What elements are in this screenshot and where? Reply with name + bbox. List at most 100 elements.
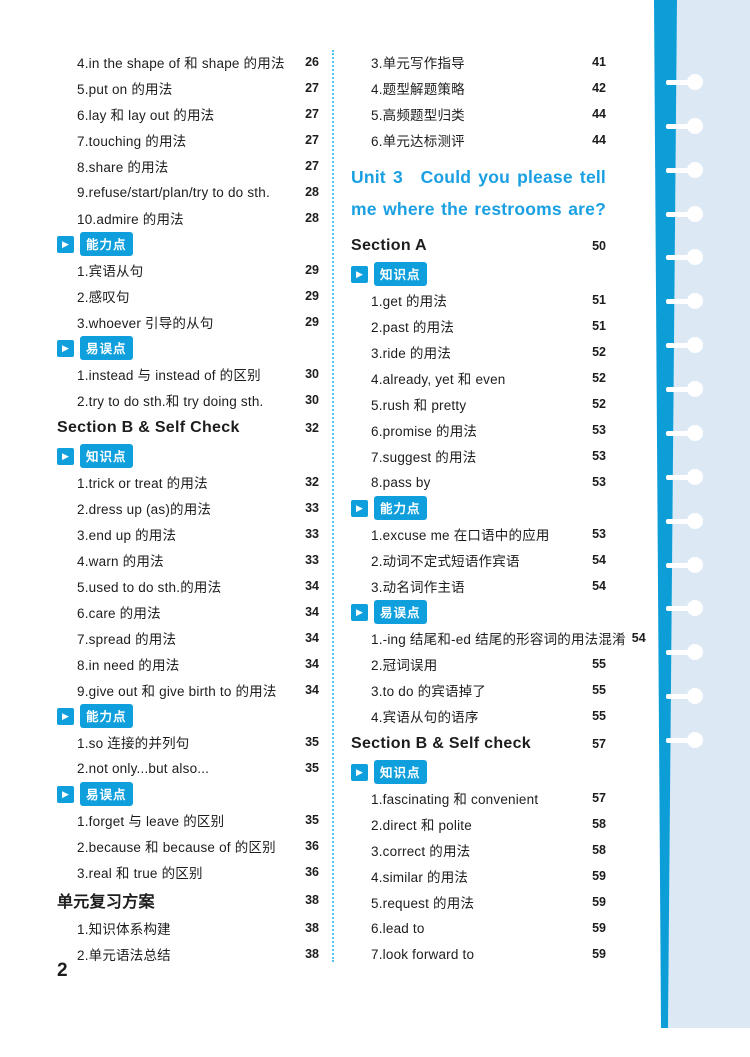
category-badge: ▶ 知识点 [351, 759, 606, 785]
toc-item: 2.try to do sth.和 try doing sth. 30 [57, 387, 319, 413]
toc-page-number: 30 [305, 367, 319, 381]
binder-pin-icon [666, 293, 710, 310]
toc-item-label: 4.similar 的用法 [371, 870, 469, 885]
binder-pin-icon [666, 512, 710, 529]
binder-pin-stem [666, 518, 690, 524]
toc-item: 2.感叹句 29 [57, 283, 319, 309]
toc-page-number: 28 [305, 211, 319, 225]
badge-label: 能力点 [80, 704, 133, 728]
play-arrow-icon: ▶ [57, 447, 74, 465]
binder-pin-stem [666, 255, 690, 261]
toc-page-number: 54 [592, 579, 606, 593]
toc-item: 1.-ing 结尾和-ed 结尾的形容词的用法混淆 54 [351, 625, 646, 651]
binder-pin-stem [666, 343, 690, 349]
folio-page-number: 2 [57, 960, 68, 981]
binder-pin-head [687, 644, 703, 661]
binder-pin-icon [666, 600, 710, 617]
toc-item: 2.动词不定式短语作宾语 54 [351, 547, 606, 573]
badge-label: 易误点 [80, 336, 133, 360]
toc-page-number: 58 [592, 843, 606, 857]
toc-item-label: 3.real 和 true 的区别 [77, 866, 203, 881]
toc-page-number: 51 [592, 319, 606, 333]
play-arrow-icon: ▶ [351, 499, 368, 517]
toc-item-label: 2.感叹句 [77, 290, 130, 305]
toc-page-number: 50 [592, 239, 606, 253]
toc-item-label: 2.direct 和 polite [371, 818, 472, 833]
toc-item-label: 7.touching 的用法 [77, 134, 187, 149]
toc-item: 9.give out 和 give birth to 的用法 34 [57, 677, 319, 703]
binder-pin-stem [666, 562, 690, 568]
toc-item-label: 2.try to do sth.和 try doing sth. [77, 394, 264, 409]
category-badge: ▶ 能力点 [57, 703, 319, 729]
toc-item-label: 1.fascinating 和 convenient [371, 792, 539, 807]
toc-page-number: 44 [592, 133, 606, 147]
toc-page-number: 35 [305, 761, 319, 775]
toc-item-label: 5.used to do sth.的用法 [77, 580, 222, 595]
toc-item-label: 2.动词不定式短语作宾语 [371, 554, 520, 569]
binder-pin-head [687, 556, 703, 573]
toc-page-number: 33 [305, 501, 319, 515]
section-header-label: Section B & Self check [351, 735, 531, 752]
toc-item-label: 6.lay 和 lay out 的用法 [77, 108, 215, 123]
toc-item-label: 8.in need 的用法 [77, 658, 180, 673]
binder-pin-icon [666, 337, 710, 354]
toc-column-left: 4.in the shape of 和 shape 的用法 26 5.put on … [57, 49, 319, 967]
toc-page-number: 27 [305, 133, 319, 147]
toc-item: 2.not only...but also... 35 [57, 755, 319, 781]
toc-item-label: 2.past 的用法 [371, 320, 455, 335]
category-badge: ▶ 知识点 [351, 261, 606, 287]
binder-pin-icon [666, 205, 710, 222]
toc-page-number: 55 [592, 709, 606, 723]
toc-item-label: 1.get 的用法 [371, 294, 448, 309]
section-header: Section A 50 [351, 231, 606, 261]
badge-label: 能力点 [80, 232, 133, 256]
binder-pin-head [687, 293, 703, 310]
toc-item-label: 6.promise 的用法 [371, 424, 478, 439]
toc-page-number: 26 [305, 55, 319, 69]
binder-pin-icon [666, 249, 710, 266]
toc-item: 5.request 的用法 59 [351, 889, 606, 915]
unit-title: Unit 3 Could you please tell me where th… [351, 167, 606, 219]
toc-item: 2.because 和 because of 的区别 36 [57, 833, 319, 859]
binder-pin-icon [666, 644, 710, 661]
binder-pin-stem [666, 606, 690, 612]
toc-item-label: 1.excuse me 在口语中的应用 [371, 528, 550, 543]
toc-page-number: 34 [305, 579, 319, 593]
toc-page-number: 28 [305, 185, 319, 199]
binder-pin-stem [666, 387, 690, 393]
toc-page-number: 59 [592, 921, 606, 935]
section-header-label: 单元复习方案 [57, 894, 155, 911]
toc-item: 2.direct 和 polite 58 [351, 811, 606, 837]
toc-item-label: 8.pass by [371, 474, 431, 490]
toc-item-label: 4.warn 的用法 [77, 554, 164, 569]
toc-item: 4.题型解题策略 42 [351, 75, 606, 101]
binder-pin-stem [666, 211, 690, 217]
toc-item: 7.touching 的用法 27 [57, 127, 319, 153]
toc-page-number: 35 [305, 813, 319, 827]
binder-pin-head [687, 117, 703, 134]
toc-item-label: 6.care 的用法 [77, 606, 161, 621]
toc-item-label: 5.高频题型归类 [371, 108, 465, 123]
toc-page-number: 59 [592, 895, 606, 909]
toc-item: 3.单元写作指导 41 [351, 49, 606, 75]
toc-item: 5.used to do sth.的用法 34 [57, 573, 319, 599]
toc-item: 2.单元语法总结 38 [57, 941, 319, 967]
toc-item: 1.fascinating 和 convenient 57 [351, 785, 606, 811]
toc-item: 4.already, yet 和 even 52 [351, 365, 606, 391]
toc-item-label: 9.give out 和 give birth to 的用法 [77, 684, 277, 699]
toc-page-number: 55 [592, 683, 606, 697]
binder-pin-stem [666, 167, 690, 173]
toc-page-number: 33 [305, 553, 319, 567]
toc-item: 4.in the shape of 和 shape 的用法 26 [57, 49, 319, 75]
toc-item-label: 5.request 的用法 [371, 896, 475, 911]
toc-item: 1.trick or treat 的用法 32 [57, 469, 319, 495]
section-header-label: Section B & Self Check [57, 419, 240, 436]
toc-item: 3.end up 的用法 33 [57, 521, 319, 547]
toc-item: 3.correct 的用法 58 [351, 837, 606, 863]
toc-page-number: 36 [305, 865, 319, 879]
binder-pin-head [687, 600, 703, 617]
toc-item: 1.forget 与 leave 的区别 35 [57, 807, 319, 833]
binder-pin-head [687, 424, 703, 441]
binder-pin-icon [666, 688, 710, 705]
toc-page-number: 34 [305, 657, 319, 671]
